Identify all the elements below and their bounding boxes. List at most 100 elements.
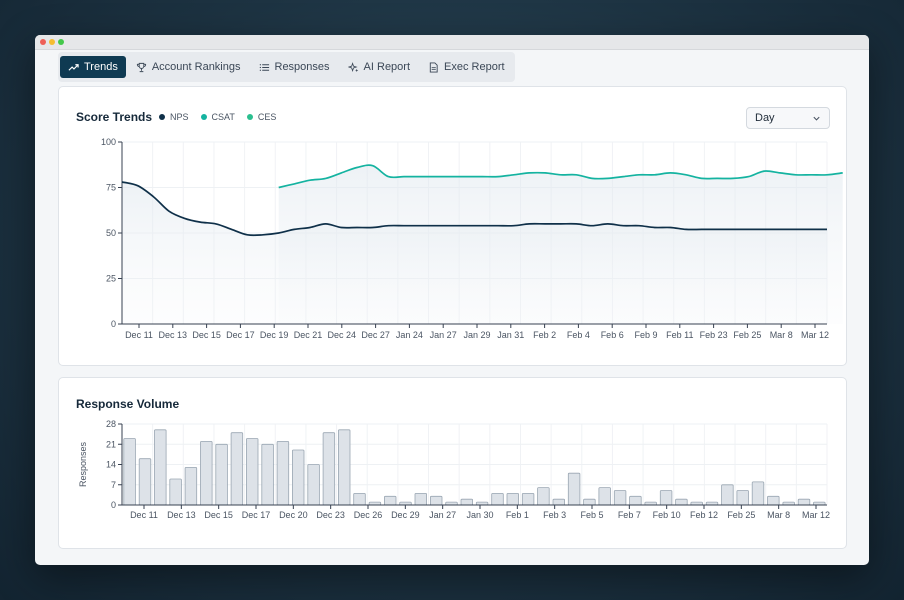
series-area-csat: [278, 165, 843, 324]
x-tick-label: Dec 11: [125, 330, 153, 340]
trophy-icon: [136, 62, 146, 72]
x-tick-label: Dec 24: [328, 330, 357, 340]
bar: [230, 432, 244, 506]
tab-label: Trends: [84, 61, 118, 73]
x-tick-label: Jan 31: [497, 330, 524, 340]
bar: [675, 498, 688, 506]
tab-trends[interactable]: Trends: [60, 56, 126, 78]
tab-account-rankings[interactable]: Account Rankings: [128, 56, 249, 78]
x-tick-label: Dec 11: [130, 510, 158, 520]
bar: [659, 490, 673, 506]
x-tick-label: Feb 4: [567, 330, 590, 340]
y-tick-label: 7: [111, 480, 116, 490]
x-tick-label: Feb 5: [580, 510, 603, 520]
bar: [276, 441, 290, 506]
x-tick-label: Dec 15: [204, 510, 233, 520]
x-tick-label: Dec 15: [192, 330, 221, 340]
x-tick-label: Dec 13: [167, 510, 196, 520]
bar: [598, 487, 611, 506]
tab-responses[interactable]: Responses: [251, 56, 338, 78]
x-tick-label: Dec 21: [294, 330, 323, 340]
bar: [797, 498, 811, 506]
x-tick-label: Feb 7: [618, 510, 641, 520]
x-tick-label: Dec 19: [260, 330, 289, 340]
x-tick-label: Feb 25: [733, 330, 761, 340]
x-tick-label: Dec 17: [226, 330, 255, 340]
bar: [629, 495, 642, 506]
bar: [751, 481, 765, 506]
x-tick-label: Feb 1: [506, 510, 529, 520]
bar: [123, 438, 136, 506]
y-axis-title: Responses: [78, 441, 88, 487]
bar: [215, 443, 228, 506]
bar: [721, 484, 734, 506]
bar: [353, 493, 366, 506]
legend-dot-csat: [200, 114, 207, 120]
bar: [460, 498, 474, 506]
legend-item-nps[interactable]: NPS: [159, 112, 189, 122]
chart-legend: NPS CSAT CES: [159, 112, 276, 122]
tab-label: Account Rankings: [151, 61, 241, 73]
legend-dot-ces: [246, 114, 253, 120]
bar: [552, 498, 566, 506]
y-tick-label: 100: [101, 137, 116, 147]
x-tick-label: Feb 12: [690, 510, 718, 520]
score-trends-chart: 0 25 50 75 100 Dec 11 Dec 13 Dec 15 Dec 17 Dec 19…: [101, 137, 843, 340]
response-volume-card: 0 7 14 21 28 Responses Dec 11 Dec 13 Dec 15 Dec 1…: [58, 377, 847, 549]
legend-item-csat[interactable]: CSAT: [200, 112, 235, 122]
close-window-button[interactable]: [40, 39, 46, 45]
response-volume-chart: 0 7 14 21 28 Responses Dec 11 Dec 13 Dec 15 Dec 1…: [78, 419, 830, 520]
tab-ai-report[interactable]: AI Report: [340, 56, 418, 78]
score-trends-title: Score Trends: [76, 110, 153, 124]
x-tick-label: Feb 6: [601, 330, 624, 340]
bar: [383, 495, 397, 506]
bar: [291, 449, 305, 506]
x-tick-label: Feb 2: [533, 330, 556, 340]
x-tick-label: Mar 12: [801, 330, 829, 340]
x-tick-label: Dec 17: [242, 510, 271, 520]
y-tick-label: 21: [106, 439, 116, 449]
legend-dot-nps: [159, 114, 165, 120]
y-tick-label: 25: [106, 274, 116, 284]
bar: [138, 458, 152, 506]
bar: [337, 429, 351, 506]
x-tick-label: Mar 8: [767, 510, 790, 520]
x-tick-label: Jan 27: [430, 330, 457, 340]
granularity-value: Day: [755, 112, 775, 124]
window-titlebar: [35, 35, 869, 50]
bar: [537, 487, 550, 506]
response-volume-title: Response Volume: [76, 397, 180, 411]
sparkle-icon: [347, 61, 358, 72]
x-tick-label: Feb 9: [634, 330, 657, 340]
bar: [200, 441, 213, 506]
granularity-select[interactable]: Day: [746, 107, 830, 129]
x-tick-label: Feb 11: [666, 330, 693, 340]
bar: [261, 443, 274, 506]
bar: [307, 464, 320, 506]
tab-label: Exec Report: [444, 61, 505, 73]
minimize-window-button[interactable]: [49, 39, 55, 45]
x-tick-label: Feb 23: [700, 330, 728, 340]
bar: [613, 490, 627, 506]
tab-label: AI Report: [363, 61, 411, 73]
legend-label-ces: CES: [257, 112, 277, 122]
list-icon: [259, 63, 269, 71]
x-tick-label: Feb 10: [653, 510, 681, 520]
bar: [245, 438, 259, 506]
bar: [414, 493, 428, 506]
y-tick-label: 28: [106, 419, 116, 429]
bar: [322, 432, 336, 506]
bar: [491, 493, 504, 506]
score-trends-card: 0 25 50 75 100 Dec 11 Dec 13 Dec 15 Dec 17 Dec 19…: [58, 86, 847, 366]
app-window: Trends Account Rankings Responses AI Rep…: [35, 35, 869, 565]
bar: [429, 495, 443, 506]
tab-bar: Trends Account Rankings Responses AI Rep…: [58, 52, 515, 82]
bar: [583, 498, 596, 506]
tab-exec-report[interactable]: Exec Report: [420, 56, 513, 78]
bar: [184, 467, 198, 506]
legend-label-nps: NPS: [170, 112, 189, 122]
maximize-window-button[interactable]: [58, 39, 64, 45]
legend-item-ces[interactable]: CES: [246, 112, 277, 122]
x-tick-label: Feb 3: [543, 510, 566, 520]
x-tick-label: Dec 29: [391, 510, 420, 520]
